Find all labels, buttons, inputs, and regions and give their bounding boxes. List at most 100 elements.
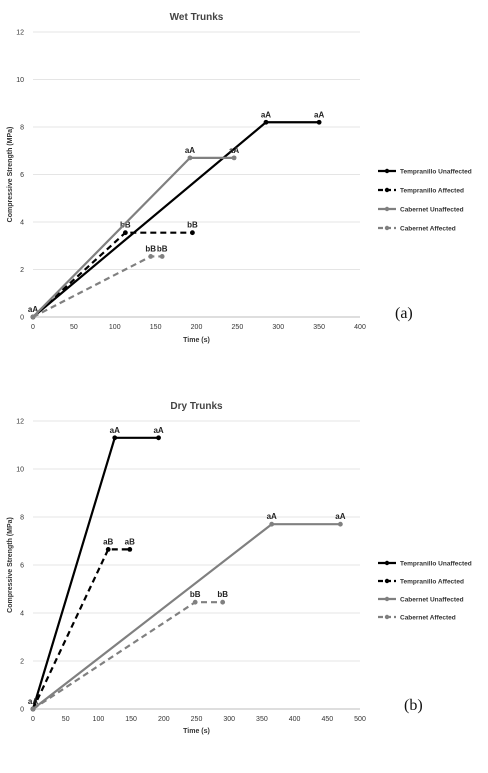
y-tick-label: 8 xyxy=(20,515,24,522)
data-label: aA xyxy=(229,146,239,155)
y-tick-label: 12 xyxy=(16,30,24,37)
data-point xyxy=(220,599,226,605)
data-point xyxy=(316,119,322,125)
x-axis-label: Time (s) xyxy=(183,337,210,344)
data-point xyxy=(159,254,165,259)
y-axis-label: Compressive Strength (MPa) xyxy=(7,127,14,223)
x-tick-label: 50 xyxy=(70,324,78,331)
data-label: aA xyxy=(314,110,324,119)
y-tick-label: 6 xyxy=(20,172,24,179)
data-point xyxy=(269,521,275,527)
data-label: bB xyxy=(217,590,228,599)
data-point xyxy=(231,155,237,161)
x-tick-label: 100 xyxy=(93,716,105,723)
series-2: aB aB xyxy=(30,537,135,712)
x-tick-label: 400 xyxy=(289,716,301,723)
data-label: bB xyxy=(120,221,131,230)
data-point xyxy=(122,230,128,236)
x-tick-label: 200 xyxy=(191,324,203,331)
data-label: bB xyxy=(145,244,156,253)
y-tick-label: 0 xyxy=(20,315,24,322)
data-point xyxy=(112,435,118,441)
data-label: aA xyxy=(267,512,277,521)
chart-title: Dry Trunks xyxy=(170,401,223,412)
data-label: bB xyxy=(157,244,168,253)
y-tick-label: 4 xyxy=(20,220,24,227)
series-line xyxy=(32,523,341,710)
series-line xyxy=(32,548,130,710)
x-tick-label: 100 xyxy=(109,324,121,331)
legend-marker xyxy=(384,596,390,602)
chart-1: Wet Trunks 0 2 4 6 8 10 12 0 50 100 150 200 250 300 350… xyxy=(7,12,472,344)
data-point xyxy=(156,435,161,441)
legend-marker xyxy=(384,168,390,174)
legend: Tempranillo Unaffected Tempranillo Affect… xyxy=(378,168,472,232)
data-point xyxy=(192,599,198,605)
panel-label: (b) xyxy=(404,697,423,714)
x-tick-label: 200 xyxy=(158,716,170,723)
legend-marker xyxy=(384,206,390,212)
y-tick-label: 6 xyxy=(20,563,24,570)
legend-label: Tempranillo Affected xyxy=(400,187,464,194)
data-point xyxy=(127,547,133,552)
x-tick-label: 350 xyxy=(256,716,268,723)
data-point xyxy=(105,547,111,552)
series-line xyxy=(32,121,320,318)
y-tick-label: 0 xyxy=(20,707,24,714)
data-point xyxy=(337,521,343,527)
y-tick-label: 10 xyxy=(16,467,24,474)
x-tick-label: 150 xyxy=(150,324,162,331)
legend-label: Tempranillo Unaffected xyxy=(400,168,472,175)
x-tick-label: 300 xyxy=(272,324,284,331)
chart-2: Dry Trunks 0 2 4 6 8 10 12 0 50 100 150 200 250 300 350… xyxy=(7,401,472,735)
data-label: aB xyxy=(103,537,113,546)
data-point xyxy=(263,119,269,125)
legend-label: Tempranillo Affected xyxy=(400,578,464,585)
y-tick-label: 12 xyxy=(16,419,24,426)
legend-marker xyxy=(384,614,390,620)
x-tick-label: 50 xyxy=(62,716,70,723)
series-4: bB bB xyxy=(30,244,168,320)
legend-marker xyxy=(384,560,390,566)
data-label: aA xyxy=(110,426,120,435)
series-line xyxy=(32,255,163,318)
x-tick-label: 0 xyxy=(31,716,35,723)
legend-marker xyxy=(384,225,390,231)
y-tick-label: 10 xyxy=(16,77,24,84)
data-point xyxy=(190,230,195,236)
legend-label: Cabernet Affected xyxy=(400,614,456,621)
x-tick-label: 350 xyxy=(313,324,325,331)
x-tick-label: 400 xyxy=(354,324,366,331)
x-tick-label: 150 xyxy=(125,716,137,723)
data-label: bB xyxy=(190,590,201,599)
x-tick-label: 250 xyxy=(232,324,244,331)
data-label: aA xyxy=(335,512,345,521)
series-1: aA aA aA xyxy=(28,110,324,320)
y-axis-label: Compressive Strength (MPa) xyxy=(7,517,14,613)
legend-label: Cabernet Affected xyxy=(400,225,456,232)
y-tick-label: 8 xyxy=(20,125,24,132)
data-label: bB xyxy=(187,221,198,230)
data-label: aA xyxy=(28,697,38,706)
legend-marker xyxy=(384,187,390,193)
panel-label: (a) xyxy=(395,305,413,322)
x-tick-label: 500 xyxy=(354,716,366,723)
data-point xyxy=(187,155,193,161)
data-label: aB xyxy=(125,537,135,546)
series-3: aA aA xyxy=(30,512,346,712)
legend-label: Cabernet Unaffected xyxy=(400,206,464,213)
x-axis-label: Time (s) xyxy=(183,728,210,735)
data-point xyxy=(30,314,36,320)
data-label: aA xyxy=(261,110,271,119)
y-tick-label: 2 xyxy=(20,267,24,274)
data-label: aA xyxy=(28,305,38,314)
legend-label: Tempranillo Unaffected xyxy=(400,560,472,567)
y-tick-label: 2 xyxy=(20,659,24,666)
x-tick-label: 300 xyxy=(223,716,235,723)
y-tick-label: 4 xyxy=(20,611,24,618)
legend-label: Cabernet Unaffected xyxy=(400,596,464,603)
data-point xyxy=(148,254,154,259)
x-tick-label: 250 xyxy=(191,716,203,723)
series-1: aA aA aA xyxy=(28,426,164,712)
